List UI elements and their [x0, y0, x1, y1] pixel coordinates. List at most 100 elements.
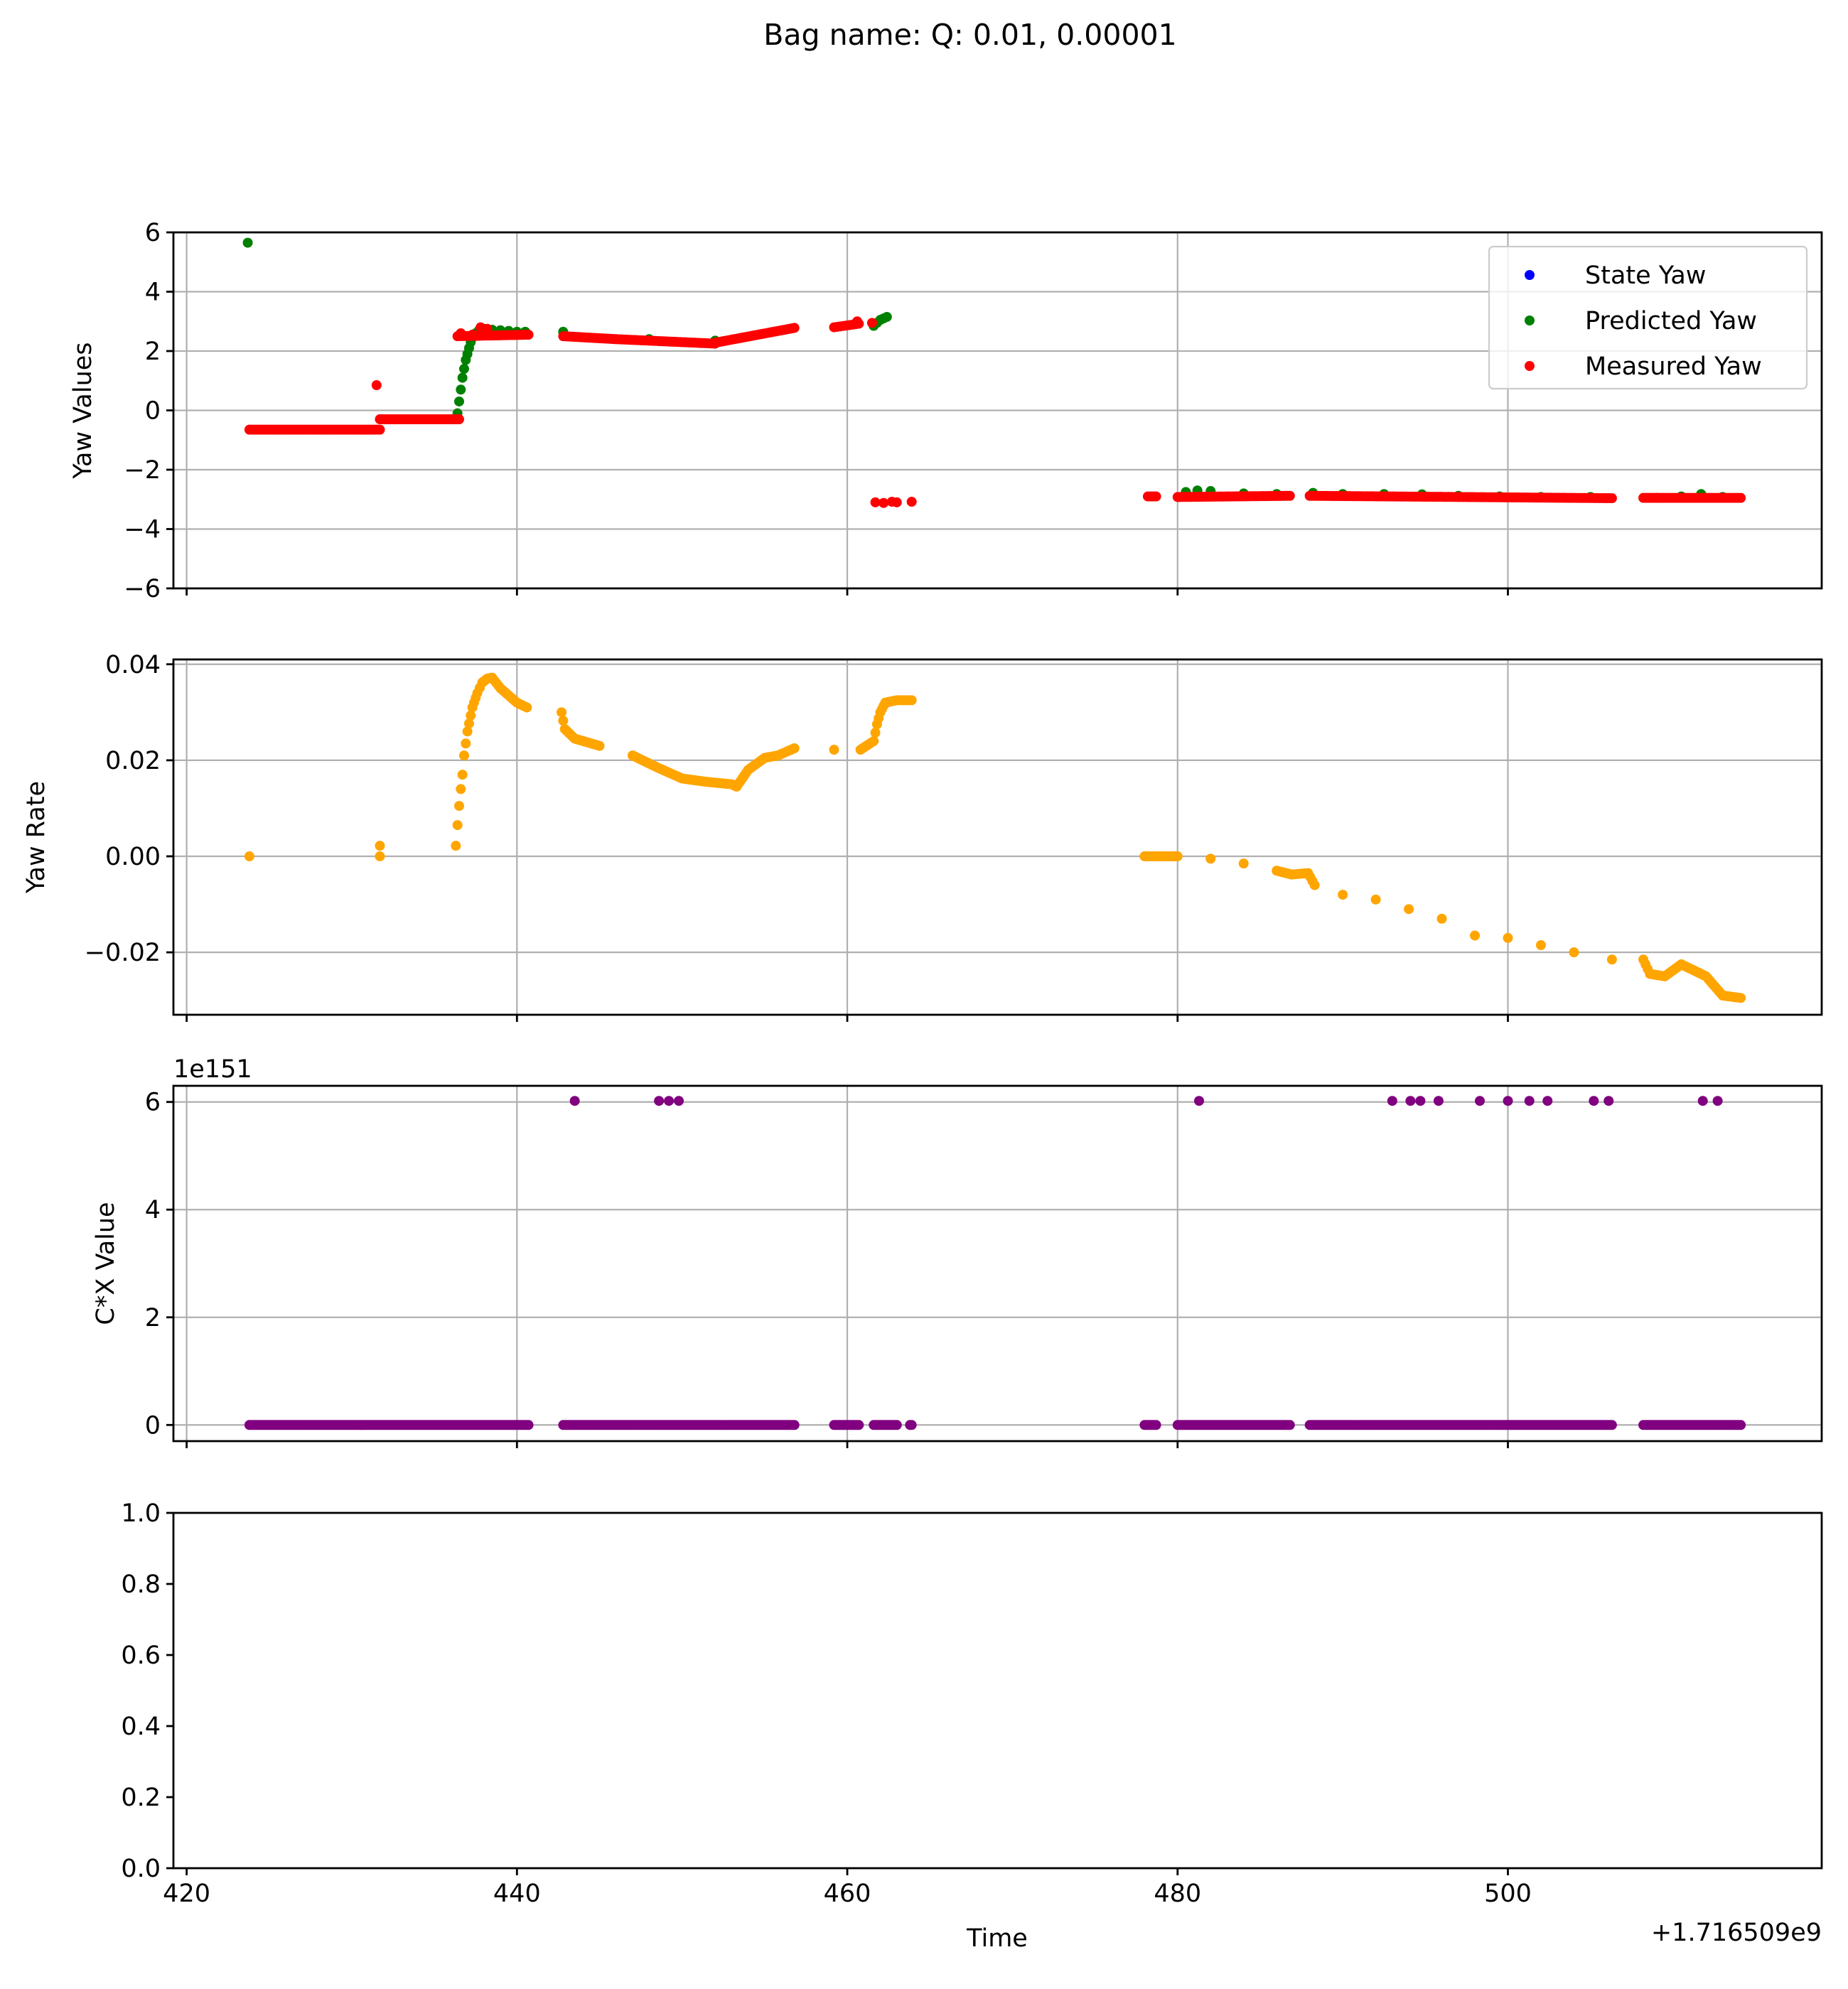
cx-value-point: [891, 1420, 902, 1430]
yaw-rate-point: [869, 735, 879, 746]
legend-label: Measured Yaw: [1585, 352, 1762, 381]
y-tick-label: 2: [145, 1304, 161, 1332]
predicted-yaw-point: [881, 311, 892, 322]
predicted-yaw-point: [453, 396, 464, 406]
cx-value-point: [1415, 1096, 1426, 1106]
yaw-rate-point: [463, 718, 474, 729]
measured-yaw-point: [789, 323, 800, 333]
x-offset-label: +1.716509e9: [1651, 1919, 1822, 1947]
yaw-rate-point: [457, 770, 468, 780]
plot-frame: [172, 1511, 1823, 1870]
yaw-rate-point: [1238, 858, 1249, 869]
y-axis-label: C*X Value: [92, 1202, 120, 1325]
measured-yaw-point: [866, 318, 877, 328]
yaw-rate-point: [1736, 993, 1746, 1003]
cx-value-point: [1736, 1420, 1746, 1430]
data-points: [242, 237, 1746, 508]
cx-value-point: [1589, 1096, 1599, 1106]
measured-yaw-point: [1284, 490, 1295, 501]
yaw-rate-point: [461, 738, 471, 749]
cx-value-point: [569, 1096, 580, 1106]
cx-value-point: [1524, 1096, 1535, 1106]
yaw-rate-point: [375, 851, 385, 862]
measured-yaw-point: [375, 424, 385, 435]
plot-frame: [172, 1084, 1823, 1443]
y-tick-label: 0.8: [121, 1570, 161, 1599]
y-tick-label: 0.2: [121, 1784, 161, 1812]
measured-yaw-point: [879, 497, 889, 508]
y-tick-label: 0.4: [121, 1713, 161, 1741]
cx-value-point: [1405, 1096, 1416, 1106]
yaw-rate-point: [1503, 932, 1513, 943]
yaw-rate-point: [453, 801, 464, 812]
yaw-rate-point: [870, 728, 881, 738]
y-tick-label: −0.02: [85, 939, 161, 967]
y-tick-label: −6: [124, 575, 161, 603]
yaw-rate-point: [594, 740, 605, 751]
yaw-rate-point: [451, 841, 461, 851]
yaw-rate-point: [1436, 913, 1447, 924]
y-tick-label: 0.02: [105, 747, 161, 775]
legend: State Yaw Predicted Yaw Measured Yaw: [1488, 245, 1808, 390]
measured-yaw-point: [467, 330, 478, 340]
panel-yaw-values: 6 4 2 0 −2 −4 −6 Yaw Values State Yaw Predicted Y…: [69, 219, 1823, 603]
y-offset-label: 1e151: [173, 1055, 252, 1084]
x-tick-label: 500: [1484, 1880, 1532, 1908]
y-tick-label: 4: [145, 279, 161, 307]
yaw-rate-point: [1370, 894, 1381, 905]
data-points: [244, 672, 1746, 1003]
x-tick-label: 460: [824, 1880, 871, 1908]
predicted-yaw-point: [457, 372, 468, 383]
measured-yaw-point: [906, 497, 917, 507]
x-tick-label: 480: [1154, 1880, 1201, 1908]
cx-value-point: [674, 1096, 684, 1106]
x-axis-label: Time: [966, 1924, 1028, 1953]
plot-frame: [172, 658, 1823, 1016]
predicted-yaw-point: [456, 384, 466, 395]
legend-label: State Yaw: [1585, 262, 1706, 290]
yaw-rate-point: [244, 851, 254, 862]
yaw-rate-point: [456, 784, 466, 794]
yaw-rate-point: [522, 702, 532, 713]
y-tick-label: 0.0: [121, 1855, 161, 1883]
yaw-rate-point: [1535, 940, 1546, 951]
measured-yaw-point: [852, 316, 862, 327]
cx-value-point: [789, 1420, 800, 1430]
y-tick-label: −2: [124, 456, 161, 485]
cx-value-point: [906, 1420, 917, 1430]
measured-yaw-point: [482, 323, 493, 334]
cx-value-point: [854, 1420, 864, 1430]
cx-value-point: [664, 1096, 675, 1106]
yaw-rate-point: [458, 750, 469, 761]
yaw-rate-point: [1606, 954, 1617, 965]
y-tick-label: 1.0: [121, 1499, 161, 1528]
figure-title: Bag name: Q: 0.01, 0.00001: [763, 18, 1176, 52]
cx-value-point: [1542, 1096, 1553, 1106]
panel-cx-value: 6 4 2 0 C*X Value 1e151: [92, 1055, 1823, 1448]
cx-value-point: [1151, 1420, 1161, 1430]
measured-yaw-point: [870, 497, 881, 507]
cx-value-point: [654, 1096, 665, 1106]
cx-value-point: [1503, 1096, 1513, 1106]
measured-yaw-point: [371, 380, 382, 391]
y-tick-label: 4: [145, 1196, 161, 1224]
y-tick-label: 6: [145, 219, 161, 247]
yaw-rate-point: [1569, 947, 1579, 958]
yaw-rate-point: [1309, 880, 1320, 890]
yaw-rate-point: [558, 716, 569, 726]
yaw-rate-point: [1338, 890, 1348, 900]
measured-yaw-point: [891, 497, 902, 507]
yaw-rate-point: [466, 710, 476, 721]
y-tick-label: 2: [145, 338, 161, 366]
yaw-rate-point: [1172, 851, 1183, 862]
yaw-rate-point: [1404, 904, 1414, 915]
yaw-rate-point: [462, 726, 473, 737]
legend-marker: [1525, 270, 1535, 280]
measured-yaw-point: [453, 414, 464, 425]
y-tick-label: −4: [124, 516, 161, 544]
yaw-rate-point: [906, 695, 917, 706]
cx-value-point: [1475, 1096, 1486, 1106]
data-points: [244, 1096, 1746, 1430]
y-tick-label: 0: [145, 397, 161, 426]
